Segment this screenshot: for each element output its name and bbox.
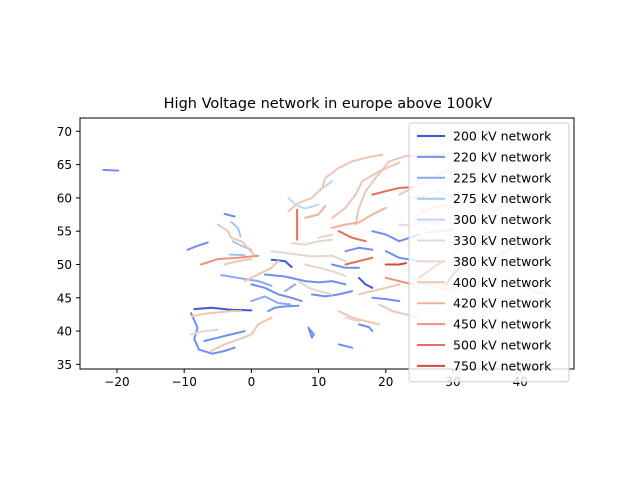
- network-line: [191, 310, 243, 318]
- y-tick-label: 35: [57, 358, 72, 372]
- legend: 200 kV network 220 kV network 225 kV netwo…: [408, 122, 570, 383]
- network-line: [287, 153, 384, 213]
- network-line: [384, 262, 407, 266]
- network-line: [287, 196, 320, 210]
- x-tick-label: −20: [104, 375, 129, 389]
- x-tick-label: 0: [248, 375, 256, 389]
- network-line: [250, 295, 292, 306]
- network-line: [310, 290, 354, 298]
- series-500-kv-network: [296, 186, 414, 266]
- network-line: [304, 263, 347, 277]
- y-tick-label: 65: [57, 158, 72, 172]
- axes-frame: [79, 117, 575, 370]
- legend-label: 380 kV network: [453, 254, 552, 269]
- y-tick-label: 60: [57, 191, 72, 205]
- network-line: [384, 276, 414, 286]
- network-line: [230, 236, 256, 257]
- network-line: [284, 283, 297, 293]
- y-tick-label: 40: [57, 325, 72, 339]
- network-line: [270, 258, 293, 269]
- network-line: [344, 316, 360, 323]
- network-line: [230, 220, 242, 238]
- network-line: [317, 233, 333, 239]
- x-tick-label: 10: [311, 375, 326, 389]
- network-line: [250, 283, 303, 303]
- legend-label: 330 kV network: [453, 233, 552, 248]
- y-tick-label: 55: [57, 225, 72, 239]
- network-line: [331, 263, 360, 269]
- y-axis: 35 40 45 50 55 60 65 70: [57, 125, 80, 372]
- network-line: [331, 161, 401, 219]
- legend-label: 200 kV network: [453, 129, 552, 144]
- network-line: [267, 304, 300, 313]
- legend-label: 750 kV network: [453, 358, 552, 373]
- network-line: [331, 206, 387, 229]
- series-220-kv-network: [102, 168, 421, 355]
- y-tick-label: 70: [57, 125, 72, 139]
- y-tick-label: 45: [57, 291, 72, 305]
- network-line: [223, 212, 236, 218]
- network-line: [193, 306, 253, 312]
- network-line: [223, 258, 253, 266]
- legend-label: 220 kV network: [453, 149, 552, 164]
- network-line: [297, 280, 333, 296]
- legend-label: 420 kV network: [453, 296, 552, 311]
- series-380-kv-network: [189, 233, 360, 336]
- y-tick-label: 50: [57, 258, 72, 272]
- series-450-kv-network: [200, 254, 414, 286]
- legend-label: 275 kV network: [453, 191, 552, 206]
- network-line: [307, 326, 315, 339]
- network-line: [357, 276, 374, 289]
- legend-label: 300 kV network: [453, 212, 552, 227]
- network-line: [344, 246, 374, 253]
- network-line: [337, 343, 354, 349]
- legend-label: 450 kV network: [453, 317, 552, 332]
- network-line: [270, 250, 347, 263]
- network-line: [371, 296, 401, 303]
- network-line: [357, 283, 401, 296]
- network-line: [263, 273, 347, 286]
- network-line: [228, 253, 246, 257]
- network-line: [189, 312, 236, 355]
- network-line: [304, 204, 327, 219]
- network-line: [290, 238, 333, 246]
- network-line: [203, 330, 246, 342]
- network-line: [357, 323, 374, 333]
- network-line: [210, 316, 273, 352]
- network-line: [337, 310, 381, 326]
- series-200-kv-network: [193, 258, 374, 312]
- network-line: [200, 254, 260, 266]
- network-line: [186, 241, 209, 251]
- network-line: [371, 186, 414, 196]
- legend-label: 225 kV network: [453, 170, 552, 185]
- x-tick-label: −10: [172, 375, 197, 389]
- legend-label: 500 kV network: [453, 338, 552, 353]
- legend-label: 400 kV network: [453, 275, 552, 290]
- network-line: [216, 223, 233, 239]
- network-line: [243, 260, 280, 283]
- x-tick-label: 20: [378, 375, 393, 389]
- network-line: [102, 168, 120, 172]
- chart-title: High Voltage network in europe above 100…: [164, 96, 493, 112]
- legend-box: [408, 122, 570, 383]
- network-line: [189, 328, 219, 336]
- network-line: [337, 230, 367, 243]
- network-line: [344, 256, 374, 266]
